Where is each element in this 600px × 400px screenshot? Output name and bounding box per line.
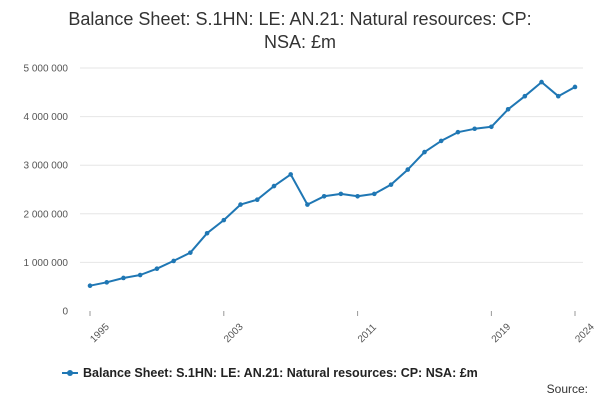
data-point[interactable] [221,217,227,223]
x-tick-label: 1995 [88,321,112,345]
data-point[interactable] [338,191,344,197]
series [87,79,578,289]
gridlines [80,67,583,263]
data-point[interactable] [355,194,360,199]
data-point[interactable] [254,197,260,203]
data-point[interactable] [121,275,126,281]
data-point[interactable] [321,194,327,199]
data-point[interactable] [288,172,293,177]
data-point[interactable] [388,182,394,187]
data-point[interactable] [422,149,427,155]
data-point[interactable] [154,266,160,272]
x-tick-label: 2011 [356,322,379,345]
series-line [89,81,576,287]
data-point[interactable] [271,183,277,189]
data-point[interactable] [438,138,444,144]
data-point[interactable] [87,283,93,289]
data-point[interactable] [555,93,561,99]
y-tick-label: 0 [62,307,68,318]
data-point[interactable] [188,250,193,255]
data-point[interactable] [505,107,511,112]
y-tick-label: 3 000 000 [24,161,69,172]
chart-title: Balance Sheet: S.1HN: LE: AN.21: Natural… [0,8,600,54]
legend-label: Balance Sheet: S.1HN: LE: AN.21: Natural… [83,366,478,380]
y-tick-label: 4 000 000 [24,112,69,123]
legend[interactable]: Balance Sheet: S.1HN: LE: AN.21: Natural… [62,366,478,380]
x-axis: 1995 2003 2011 2019 2024 [88,311,597,345]
data-point[interactable] [171,258,176,264]
data-point[interactable] [539,79,544,85]
legend-swatch [62,367,78,379]
y-axis: 0 1 000 000 2 000 000 3 000 000 4 000 000 5 0… [24,64,69,318]
y-tick-label: 1 000 000 [24,258,69,269]
data-point[interactable] [489,124,494,130]
x-tick-label: 2003 [222,321,246,345]
data-point[interactable] [104,280,110,285]
data-point[interactable] [372,191,377,197]
data-point[interactable] [522,93,528,99]
data-point[interactable] [472,126,477,132]
x-tick-label: 2019 [490,321,514,345]
data-point[interactable] [405,167,411,172]
y-tick-label: 2 000 000 [24,209,69,220]
chart-title-line-1: Balance Sheet: S.1HN: LE: AN.21: Natural… [68,9,532,29]
data-point[interactable] [572,84,578,90]
chart-title-line-2: NSA: £m [263,32,337,52]
data-point[interactable] [455,129,461,135]
y-tick-label: 5 000 000 [24,64,69,75]
x-tick-label: 2024 [573,321,597,345]
data-point[interactable] [305,202,310,207]
source-label: Source: [546,382,588,396]
data-point[interactable] [238,202,243,207]
data-point[interactable] [137,272,143,278]
data-point[interactable] [204,230,210,236]
